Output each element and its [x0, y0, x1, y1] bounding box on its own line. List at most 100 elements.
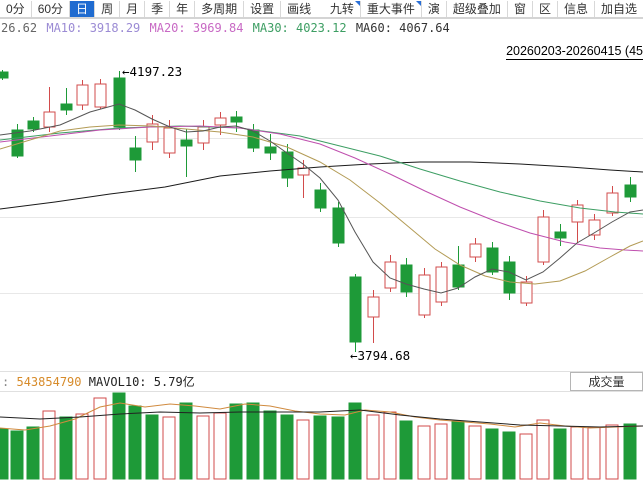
candle-body — [571, 204, 584, 223]
candle-body — [76, 84, 89, 106]
toolbar-right-item-1[interactable]: 重大事件 — [359, 0, 422, 17]
candle-body — [0, 71, 9, 79]
candle-body — [60, 103, 73, 111]
candle-body — [146, 123, 159, 143]
ma-legend-item-0: MA10: 3918.29 — [39, 21, 141, 35]
toolbar-right-item-0[interactable]: 九转 — [324, 0, 361, 17]
volume-bar — [229, 403, 243, 480]
toolbar-left-item-7[interactable]: 多周期 — [194, 0, 243, 17]
volume-bar — [570, 426, 584, 480]
ma60-line — [0, 161, 643, 210]
volume-bar — [246, 402, 260, 480]
volume-pane-button[interactable]: 成交量 — [570, 372, 643, 391]
volume-bar — [587, 426, 601, 480]
volume-bar — [383, 411, 397, 480]
candle-body — [469, 243, 482, 258]
volume-bar — [451, 420, 465, 480]
mavol-value: 5.79亿 — [153, 375, 195, 389]
toolbar-left-item-5[interactable]: 季 — [144, 0, 169, 17]
ma-legend-item-1: MA20: 3969.84 — [142, 21, 244, 35]
toolbar-right-item-3[interactable]: 超级叠加 — [445, 0, 507, 17]
volume-bar — [42, 410, 56, 480]
candle-body — [554, 231, 567, 239]
candle-body — [367, 296, 380, 318]
date-range-link[interactable]: 20260203-20260415 (45 — [506, 44, 643, 60]
volume-bar — [313, 415, 327, 480]
volume-bar — [366, 414, 380, 480]
volume-bar — [331, 416, 345, 480]
period-toolbar: 0分 60分日周月季年多周期 设置 画线 九转 重大事件演超级叠加窗区信息 加自选 — [0, 0, 643, 19]
candle-body — [230, 116, 243, 123]
toolbar-left-item-6[interactable]: 年 — [169, 0, 194, 17]
candle-body — [314, 189, 327, 209]
ma-legend-item-2: MA30: 4023.12 — [245, 21, 347, 35]
volume-bar — [519, 433, 533, 480]
volume-legend: : 543854790 MAVOL10: 5.79亿 — [0, 373, 195, 390]
volume-bar — [93, 397, 107, 480]
volume-value: 543854790 — [16, 375, 82, 389]
volume-bar — [280, 414, 294, 480]
volume-bar — [75, 413, 89, 480]
volume-bar — [623, 423, 637, 480]
candle-body — [384, 261, 397, 289]
candle-body — [27, 120, 40, 130]
candle-body — [537, 216, 550, 263]
toolbar-left-item-8[interactable]: 设置 — [243, 0, 280, 17]
mavol10-line — [0, 409, 643, 428]
candle-body — [418, 274, 431, 316]
ma10-line — [0, 124, 643, 285]
ma5-value: 26.62 — [1, 21, 38, 35]
volume-bar — [213, 412, 227, 480]
candle-body — [180, 139, 193, 147]
mavol-label: MAVOL10: — [88, 375, 147, 389]
mavol5-line — [0, 402, 643, 431]
volume-label-prefix: : — [2, 375, 10, 389]
toolbar-right-item-2[interactable]: 演 — [420, 0, 446, 17]
toolbar-left-item-3[interactable]: 周 — [94, 0, 119, 17]
candle-body — [332, 207, 345, 244]
new-feature-corner-icon — [354, 0, 361, 7]
toolbar-right-item-6[interactable]: 信息 — [556, 0, 594, 17]
candle-body — [624, 184, 637, 198]
candle-body — [588, 219, 601, 236]
toolbar-left-item-0[interactable]: 0分 — [6, 1, 25, 16]
toolbar-right-item-4[interactable]: 窗 — [506, 0, 532, 17]
toolbar-right-item-7[interactable]: 加自选 — [593, 0, 643, 17]
candle-body — [113, 77, 126, 128]
volume-bar — [59, 416, 73, 480]
candle-body — [281, 151, 294, 179]
candle-body — [452, 264, 465, 288]
low-price-annotation: ←3794.68 — [350, 348, 411, 363]
toolbar-left-item-2[interactable]: 日 — [69, 0, 95, 17]
volume-bar — [145, 414, 159, 480]
new-feature-corner-icon — [415, 0, 422, 7]
ma20-line — [0, 125, 643, 252]
toolbar-left-item-9[interactable]: 画线 — [280, 0, 317, 17]
volume-bar — [10, 430, 24, 480]
volume-bar — [417, 425, 431, 480]
volume-bar — [434, 423, 448, 480]
toolbar-left-item-4[interactable]: 月 — [119, 0, 144, 17]
volume-bar — [128, 405, 142, 480]
volume-bar — [605, 424, 619, 480]
toolbar-left-item-1[interactable]: 60分 — [30, 0, 69, 17]
candle-body — [163, 127, 176, 154]
candle-body — [247, 129, 260, 149]
toolbar-left: 0分 60分日周月季年多周期 设置 画线 — [0, 0, 317, 17]
candle-body — [503, 261, 516, 294]
volume-bar — [162, 416, 176, 480]
volume-bar — [468, 425, 482, 480]
volume-bar — [112, 392, 126, 480]
ma-legend: 26.62 MA10: 3918.29 MA20: 3969.84 MA30: … — [1, 21, 454, 37]
candle-body — [11, 129, 24, 157]
candle-body — [349, 276, 362, 343]
volume-bar — [348, 402, 362, 480]
volume-bar — [399, 420, 413, 480]
candle-body — [435, 266, 448, 303]
toolbar-right-item-5[interactable]: 区 — [531, 0, 557, 17]
candle-body — [520, 281, 533, 304]
ma-legend-items: MA10: 3918.29 MA20: 3969.84 MA30: 4023.1… — [39, 21, 452, 35]
volume-bar — [263, 410, 277, 480]
